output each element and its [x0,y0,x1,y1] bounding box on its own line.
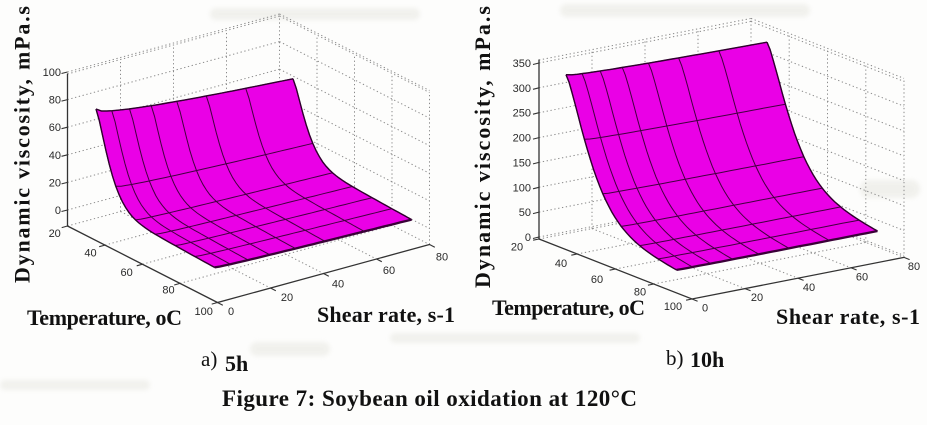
svg-text:80: 80 [49,95,61,107]
svg-text:40: 40 [84,248,96,260]
svg-text:10h: 10h [690,347,724,372]
svg-text:5h: 5h [225,351,248,376]
svg-text:20: 20 [511,242,523,254]
svg-text:0: 0 [55,205,61,217]
svg-text:20: 20 [49,177,61,189]
svg-text:40: 40 [803,282,815,294]
svg-text:Shear rate, s-1: Shear rate, s-1 [776,304,920,329]
svg-text:100: 100 [43,67,61,79]
svg-text:b): b) [666,346,684,370]
svg-text:Temperature, oC: Temperature, oC [492,295,645,320]
svg-text:Temperature, oC: Temperature, oC [27,305,182,330]
svg-text:60: 60 [49,122,61,134]
svg-text:100: 100 [513,182,531,194]
svg-text:0: 0 [525,232,531,244]
svg-text:80: 80 [436,252,448,264]
svg-text:150: 150 [513,157,531,169]
svg-text:350: 350 [513,58,531,70]
svg-text:80: 80 [634,287,646,299]
svg-text:Dynamic viscosity, mPa.s: Dynamic viscosity, mPa.s [470,6,495,288]
svg-text:300: 300 [513,83,531,95]
svg-text:100: 100 [195,306,213,318]
svg-text:60: 60 [120,267,132,279]
svg-text:40: 40 [332,279,344,291]
svg-text:200: 200 [513,133,531,145]
svg-text:0: 0 [228,306,234,318]
svg-text:80: 80 [162,284,174,296]
svg-text:60: 60 [383,265,395,277]
svg-text:0: 0 [702,303,708,315]
svg-text:Dynamic viscosity, mPa.s: Dynamic viscosity, mPa.s [10,6,35,283]
svg-text:50: 50 [519,207,531,219]
svg-text:100: 100 [664,301,682,313]
svg-text:20: 20 [281,292,293,304]
svg-text:Shear rate, s-1: Shear rate, s-1 [317,302,455,327]
svg-text:20: 20 [49,228,61,240]
svg-text:80: 80 [908,261,920,273]
svg-text:Figure 7: Soybean oil oxidatio: Figure 7: Soybean oil oxidation at 120°C [222,386,637,411]
svg-text:40: 40 [49,150,61,162]
svg-text:60: 60 [856,272,868,284]
svg-text:60: 60 [591,274,603,286]
svg-text:20: 20 [751,292,763,304]
svg-text:250: 250 [513,108,531,120]
svg-text:a): a) [201,347,217,371]
svg-text:40: 40 [555,258,567,270]
